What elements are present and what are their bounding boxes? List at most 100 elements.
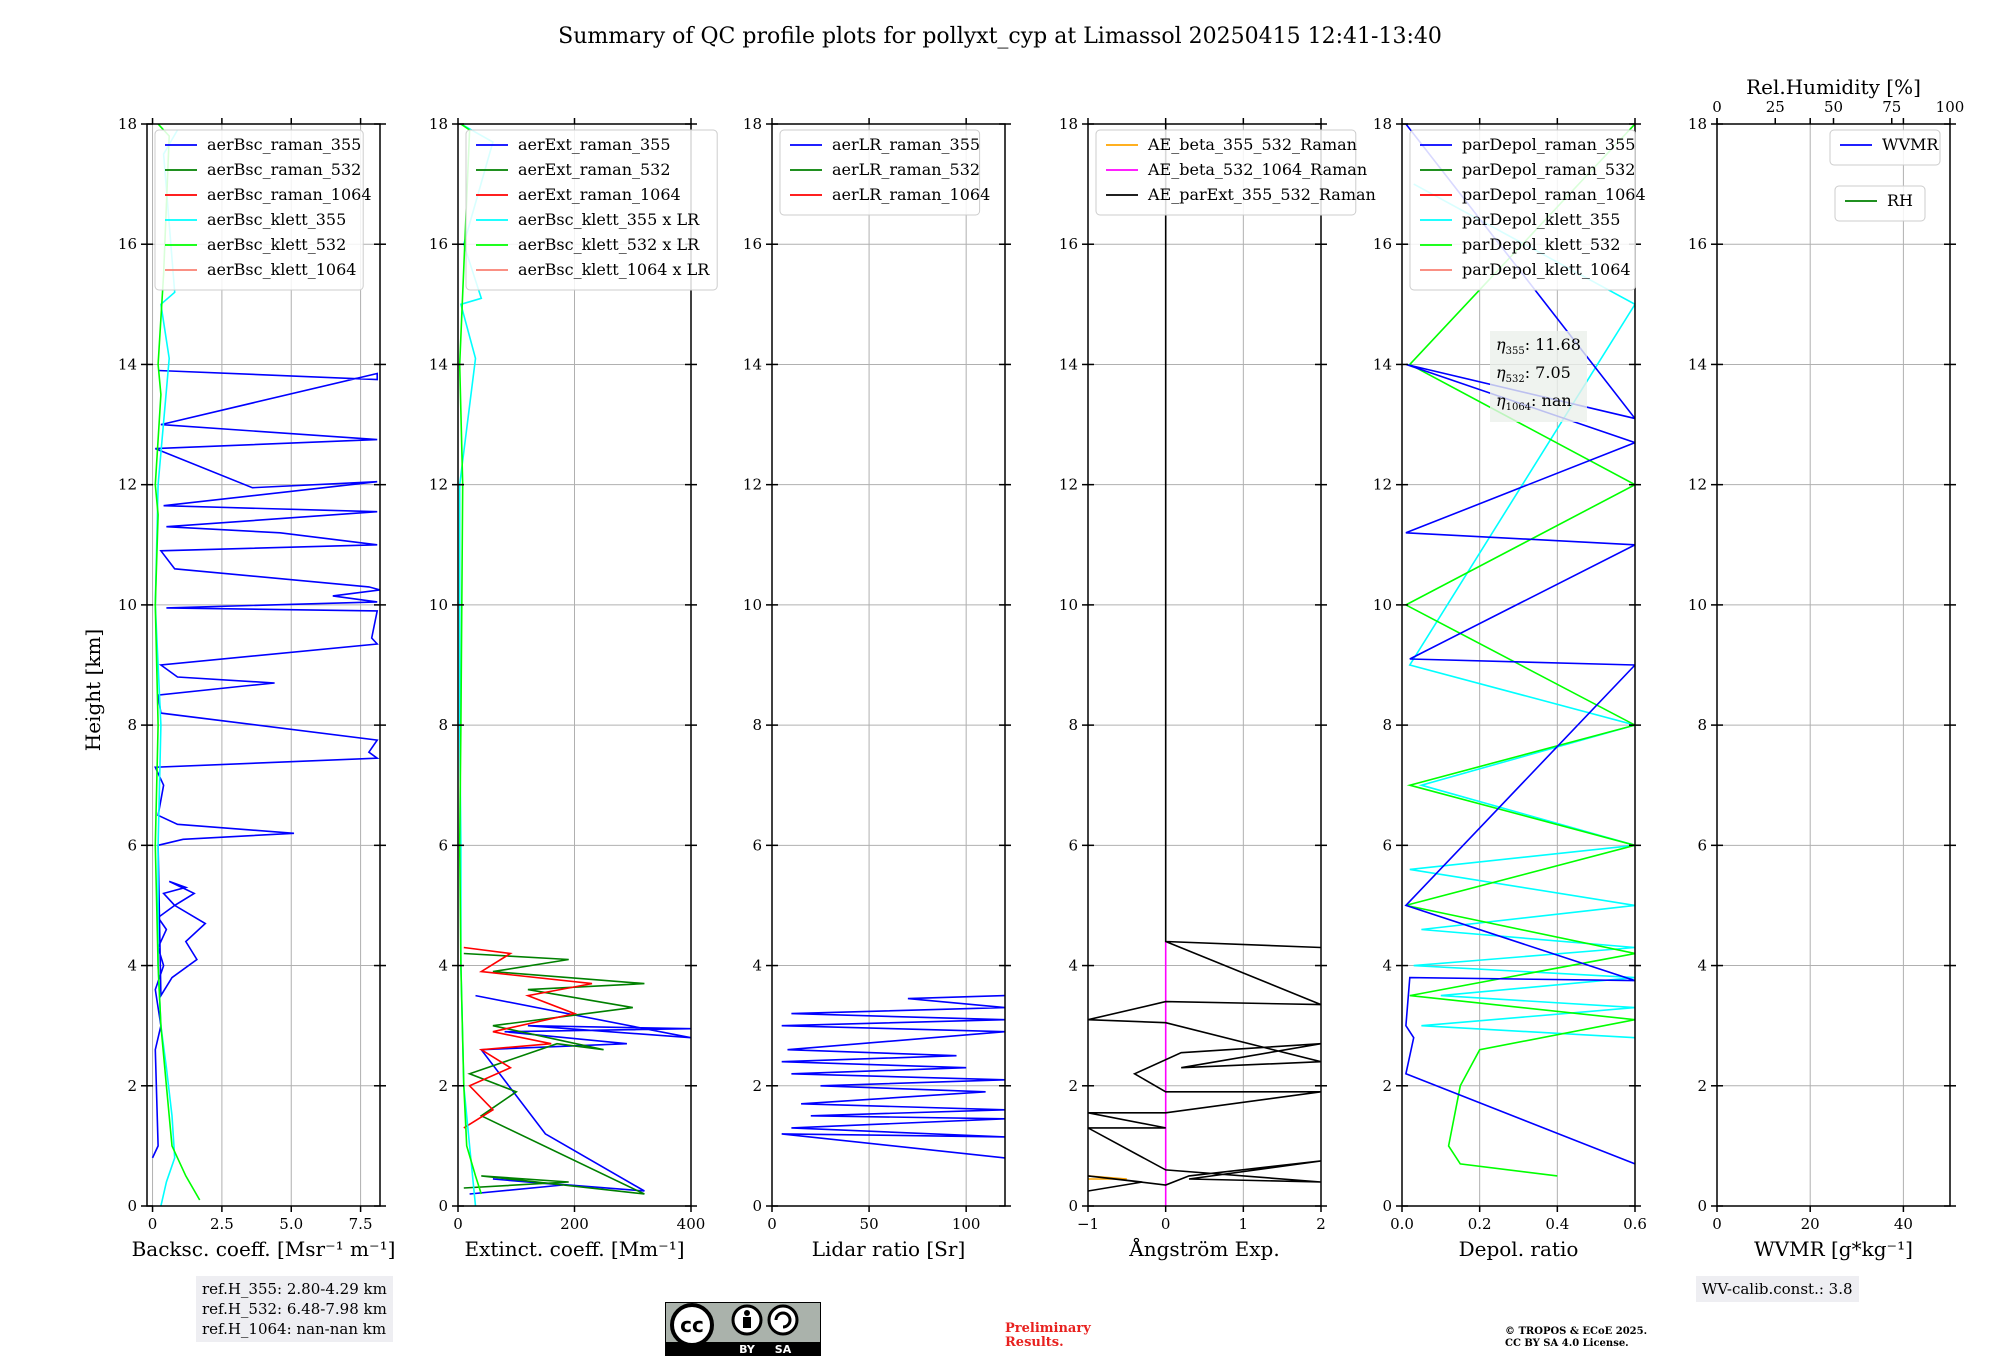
y-tick-label: 10 <box>1688 596 1707 614</box>
sa-share-alike-icon <box>767 1304 799 1336</box>
y-tick-label: 18 <box>118 115 137 133</box>
x-tick-label: 0.6 <box>1623 1215 1647 1233</box>
y-tick-label: 8 <box>1697 716 1707 734</box>
legend-label: aerExt_raman_355 <box>518 135 671 154</box>
copyright-note: © TROPOS & ECoE 2025. CC BY SA 4.0 Licen… <box>1505 1326 1648 1349</box>
y-tick-label: 10 <box>429 596 448 614</box>
series-group <box>781 994 1005 1159</box>
axes-frame <box>771 123 1006 1207</box>
preliminary-results-note: Preliminary Results. <box>1005 1321 1091 1350</box>
legend-label: RH <box>1887 191 1913 210</box>
x-tick-label: 7.5 <box>349 1215 373 1233</box>
y-tick-label: 2 <box>127 1077 137 1095</box>
legend-label: aerBsc_raman_1064 <box>207 185 372 204</box>
series-line-aerExt_raman_355 <box>469 994 691 1195</box>
x-axis-label: Ångström Exp. <box>1128 1236 1279 1261</box>
legend-box <box>1095 129 1357 216</box>
y-tick-label: 18 <box>1059 115 1078 133</box>
y-tick-label: 12 <box>743 476 762 494</box>
series-line-aerExt_raman_1064 <box>463 946 593 1129</box>
legend-box <box>779 129 981 216</box>
y-tick-label: 12 <box>1688 476 1707 494</box>
legend-label: aerBsc_raman_355 <box>207 135 361 154</box>
axes-frame <box>1087 123 1322 1207</box>
y-tick-label: 14 <box>1373 355 1392 373</box>
svg-text:cc: cc <box>680 1313 704 1337</box>
x-tick-label: 400 <box>677 1215 706 1233</box>
y-tick-label: 12 <box>1373 476 1392 494</box>
y-tick-label: 0 <box>127 1197 137 1215</box>
y-tick-label: 8 <box>127 716 137 734</box>
x-axis-label: Lidar ratio [Sr] <box>812 1237 966 1261</box>
cc-icon <box>670 1303 714 1347</box>
legend-label: parDepol_klett_1064 <box>1462 260 1631 279</box>
y-tick-label: 16 <box>1373 235 1392 253</box>
y-tick-label: 0 <box>1068 1197 1078 1215</box>
x-tick-label: 2.5 <box>210 1215 234 1233</box>
y-tick-label: 6 <box>127 836 137 854</box>
legend-label: aerBsc_raman_532 <box>207 160 361 179</box>
legend-label: parDepol_klett_532 <box>1462 235 1620 254</box>
x-tick-label: −1 <box>1077 1215 1099 1233</box>
y-tick-label: 14 <box>118 355 137 373</box>
legend-label: parDepol_klett_355 <box>1462 210 1620 229</box>
x-tick-label: 0.0 <box>1390 1215 1414 1233</box>
legend-box <box>1409 129 1636 291</box>
y-tick-label: 4 <box>1697 957 1707 975</box>
y-tick-label: 16 <box>118 235 137 253</box>
ref-height-1064: ref.H_1064: nan-nan km <box>202 1320 387 1338</box>
eta-532: η532: 7.05 <box>1496 363 1571 386</box>
legend-label: aerLR_raman_1064 <box>832 185 990 204</box>
legend-label: WVMR <box>1882 135 1939 154</box>
y-tick-label: 18 <box>429 115 448 133</box>
y-tick-label: 16 <box>1059 235 1078 253</box>
x-tick-label: 0 <box>453 1215 463 1233</box>
y-tick-label: 4 <box>752 957 762 975</box>
legend-label: aerLR_raman_355 <box>832 135 980 154</box>
series-line-parDepol_raman_355 <box>1404 124 1635 1165</box>
x-tick-label: 0.2 <box>1468 1215 1492 1233</box>
y-tick-label: 2 <box>752 1077 762 1095</box>
x-tick-label: 40 <box>1894 1215 1913 1233</box>
y-tick-label: 2 <box>1068 1077 1078 1095</box>
x-tick-label: 5.0 <box>279 1215 303 1233</box>
series-line-aerBsc_klett_532 <box>154 124 201 1201</box>
y-tick-label: 6 <box>1697 836 1707 854</box>
panel-6: 0 2 4 6 8 10 12 14 16 18 0 20 40 WVMR [g*kg⁻¹] 0 25 50 75… <box>1688 75 1964 1261</box>
wv-calib-box: WV-calib.const.: 3.8 <box>1696 1276 1859 1302</box>
y-tick-label: 14 <box>1688 355 1707 373</box>
legend-label: AE_parExt_355_532_Raman <box>1147 185 1376 204</box>
legend-label: aerBsc_klett_355 x LR <box>518 210 700 229</box>
x-axis-label: WVMR [g*kg⁻¹] <box>1754 1237 1913 1261</box>
y-tick-label: 16 <box>743 235 762 253</box>
panel-2: 0 2 4 6 8 10 12 14 16 18 0 200 400 Extinct. coeff. [M… <box>429 115 718 1261</box>
y-tick-label: 8 <box>752 716 762 734</box>
legend2-box <box>1834 185 1926 222</box>
eta-1064: η1064: nan <box>1496 391 1572 414</box>
series-line-parDepol_klett_532 <box>1404 124 1635 1177</box>
y-tick-label: 10 <box>1373 596 1392 614</box>
x2-tick-label: 50 <box>1824 98 1843 116</box>
y-tick-label: 0 <box>752 1197 762 1215</box>
x-tick-label: 1 <box>1239 1215 1249 1233</box>
y-tick-label: 10 <box>743 596 762 614</box>
series-group <box>1088 124 1321 1206</box>
legend-box <box>154 129 364 291</box>
x2-tick-label: 0 <box>1712 98 1722 116</box>
ref-height-355: ref.H_355: 2.80-4.29 km <box>202 1280 387 1298</box>
legend-label: parDepol_raman_1064 <box>1462 185 1646 204</box>
figure-title: Summary of QC profile plots for pollyxt_… <box>558 24 1442 49</box>
legend-label: AE_beta_355_532_Raman <box>1147 135 1357 154</box>
legend-label: aerExt_raman_532 <box>518 160 671 179</box>
y-tick-label: 4 <box>127 957 137 975</box>
y-tick-label: 2 <box>1382 1077 1392 1095</box>
x-tick-label: 0 <box>148 1215 158 1233</box>
x-tick-label: 0 <box>1712 1215 1722 1233</box>
x-tick-label: 100 <box>952 1215 981 1233</box>
y-axis-label: Height [km] <box>81 629 105 751</box>
ref-height-532: ref.H_532: 6.48-7.98 km <box>202 1300 387 1318</box>
svg-text:BY: BY <box>739 1343 756 1356</box>
